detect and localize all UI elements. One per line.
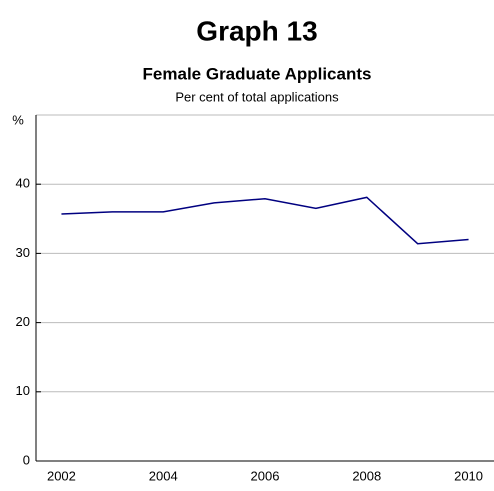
y-tick-label: 20 <box>16 314 30 329</box>
chart-note: Per cent of total applications <box>175 89 339 104</box>
y-tick-label: 0 <box>23 452 30 467</box>
x-tick-label: 2006 <box>251 468 280 483</box>
x-tick-label: 2004 <box>149 468 178 483</box>
y-unit: % <box>12 112 24 127</box>
y-tick-label: 40 <box>16 176 30 191</box>
chart-title: Graph 13 <box>196 15 317 46</box>
x-tick-label: 2002 <box>47 468 76 483</box>
y-tick-label: 30 <box>16 245 30 260</box>
chart-subtitle: Female Graduate Applicants <box>143 64 372 83</box>
x-tick-label: 2008 <box>352 468 381 483</box>
y-tick-label: 10 <box>16 383 30 398</box>
x-tick-label: 2010 <box>454 468 483 483</box>
data-line <box>61 196 469 245</box>
